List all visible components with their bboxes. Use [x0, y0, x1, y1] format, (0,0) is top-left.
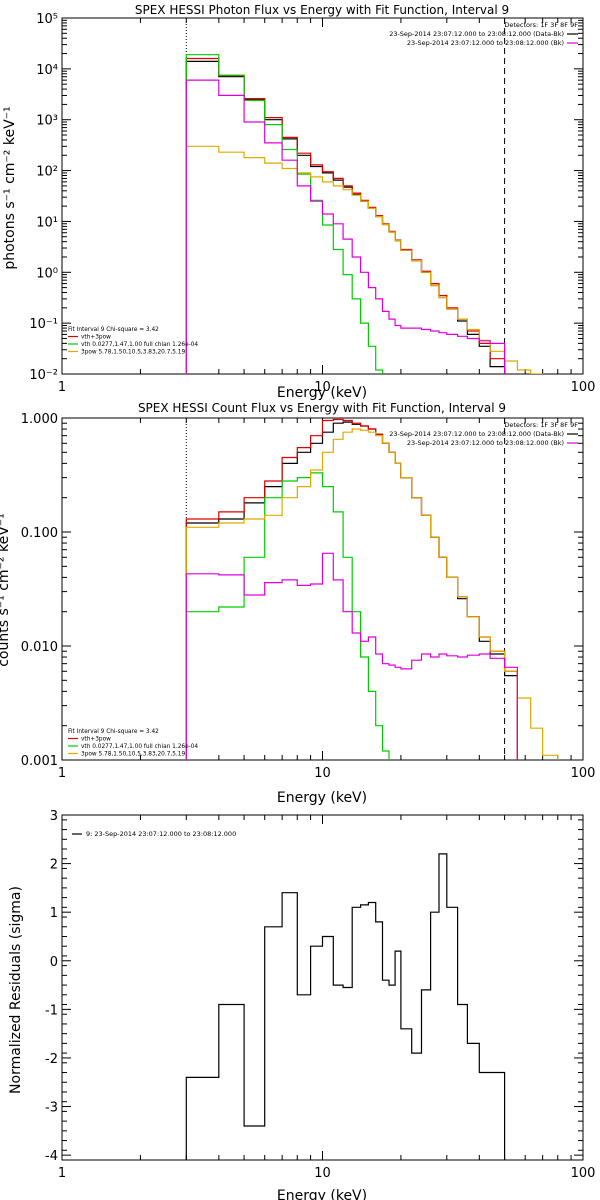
photon-flux-y-tick-label: 10⁵: [36, 12, 58, 27]
photon-flux-panel: SPEX HESSI Photon Flux vs Energy with Fi…: [2, 3, 596, 401]
residuals-y-label: Normalized Residuals (sigma): [8, 886, 24, 1094]
photon-flux-y-tick-label: 10³: [36, 114, 58, 129]
count-flux-fit-legend-text: 3pow 5.78,1.50,10.5,3.83,20.7,5.19: [81, 752, 185, 758]
count-flux-x-tick-label: 100: [571, 766, 596, 781]
photon-flux-legend-text: Detectors: 1F 3F 8F 9F: [504, 21, 578, 29]
count-flux-title: SPEX HESSI Count Flux vs Energy with Fit…: [138, 401, 506, 415]
count-flux-fit-legend-text: vth 0.0277,1.47,1.00 full chian 1.26e-04: [81, 744, 198, 750]
count-flux-fit-legend-text: Fit Interval 9 Chi-square = 3.42: [68, 729, 159, 735]
residuals-y-tick-label: 3: [50, 809, 58, 824]
residuals-y-tick-label: 1: [50, 906, 58, 921]
photon-flux-x-tick-label: 10: [314, 380, 331, 395]
count-flux-series-vth: [185, 472, 390, 760]
count-flux-x-tick-label: 10: [314, 766, 331, 781]
photon-flux-y-tick-label: 10¹: [36, 215, 58, 230]
photon-flux-y-tick-label: 10²: [36, 165, 58, 180]
residuals-x-tick-label: 1: [58, 1166, 66, 1181]
residuals-legend-text: 9: 23-Sep-2014 23:07:12.000 to 23:08:12.…: [86, 830, 236, 838]
photon-flux-y-label: photons s⁻¹ cm⁻² keV⁻¹: [2, 106, 18, 269]
photon-flux-title: SPEX HESSI Photon Flux vs Energy with Fi…: [135, 3, 509, 17]
residuals-series-residuals: [185, 853, 506, 1160]
count-flux-panel: SPEX HESSI Count Flux vs Energy with Fit…: [0, 401, 595, 806]
residuals-y-tick-label: -1: [45, 1003, 58, 1018]
photon-flux-series-data-bk: [185, 60, 506, 374]
photon-flux-fit-legend-text: vth 0.0277,1.47,1.00 full chian 1.26e-04: [81, 342, 198, 348]
photon-flux-y-tick-label: 10⁻¹: [29, 317, 58, 332]
count-flux-x-label: Energy (keV): [277, 790, 367, 806]
photon-flux-fit-legend-text: vth+3pow: [81, 335, 111, 341]
count-flux-legend-text: 23-Sep-2014 23:07:12.000 to 23:08:12.000…: [389, 430, 564, 438]
photon-flux-fit-legend-text: Fit Interval 9 Chi-square = 3.42: [68, 327, 159, 333]
residuals-y-tick-label: 0: [50, 955, 58, 970]
count-flux-series-3pow: [185, 428, 559, 760]
count-flux-y-tick-label: 0.100: [21, 526, 58, 541]
count-flux-legend-text: 23-Sep-2014 23:07:12.000 to 23:08:12.000…: [407, 439, 564, 447]
residuals-y-tick-label: 2: [50, 858, 58, 873]
residuals-x-tick-label: 10: [314, 1166, 331, 1181]
residuals-y-tick-label: -2: [45, 1052, 58, 1067]
photon-flux-y-tick-label: 10⁰: [36, 266, 58, 281]
photon-flux-series-vth-3pow: [185, 57, 506, 374]
residuals-panel: Energy (keV) Normalized Residuals (sigma…: [8, 809, 595, 1200]
photon-flux-fit-legend-text: 3pow 5.78,1.50,10.5,3.83,20.7,5.19: [81, 350, 185, 356]
count-flux-y-tick-label: 0.001: [21, 754, 58, 769]
photon-flux-legend-text: 23-Sep-2014 23:07:12.000 to 23:08:12.000…: [389, 30, 564, 38]
count-flux-legend-text: Detectors: 1F 3F 8F 9F: [504, 421, 578, 429]
count-flux-series-bk: [185, 552, 518, 760]
residuals-y-tick-label: -4: [45, 1149, 58, 1164]
count-flux-x-tick-label: 1: [58, 766, 66, 781]
photon-flux-y-tick-label: 10⁴: [36, 63, 58, 78]
residuals-x-label: Energy (keV): [277, 1188, 367, 1200]
residuals-x-tick-label: 100: [571, 1166, 596, 1181]
photon-flux-series-vth: [185, 54, 384, 374]
count-flux-y-tick-label: 0.010: [21, 640, 58, 655]
count-flux-y-tick-label: 1.000: [21, 412, 58, 427]
count-flux-y-label: counts s⁻¹ cm⁻² keV⁻¹: [0, 513, 12, 667]
photon-flux-y-tick-label: 10⁻²: [29, 368, 58, 383]
photon-flux-series-bk: [185, 79, 506, 374]
photon-flux-x-label: Energy (keV): [277, 385, 367, 401]
photon-flux-x-tick-label: 1: [58, 380, 66, 395]
count-flux-fit-legend-text: vth+3pow: [81, 737, 111, 743]
residuals-y-tick-label: -3: [45, 1101, 58, 1116]
photon-flux-x-tick-label: 100: [571, 380, 596, 395]
photon-flux-legend-text: 23-Sep-2014 23:07:12.000 to 23:08:12.000…: [407, 39, 564, 47]
